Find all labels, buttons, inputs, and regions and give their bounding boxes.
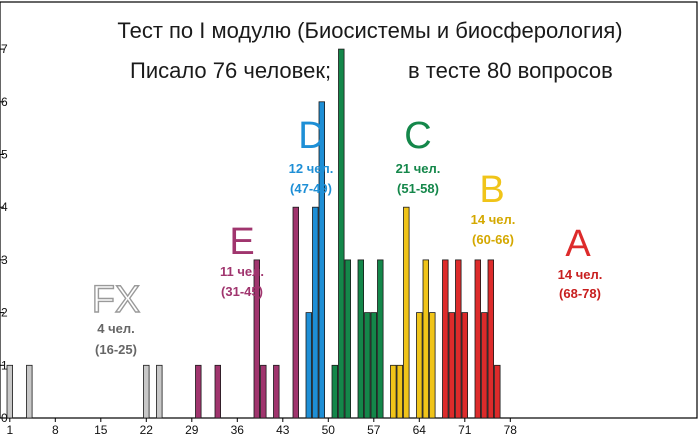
grade-range-c: (51-58) (397, 181, 439, 196)
bar-c-51 (331, 364, 338, 419)
y-tick-label-6: 6 (1, 95, 8, 109)
bar-c-55 (357, 259, 364, 419)
y-tick-label-5: 5 (1, 148, 8, 162)
y-axis-ticks: 0 1 2 3 4 5 6 7 (0, 42, 8, 425)
bar-b-64 (416, 312, 423, 419)
grade-letter-c: C (404, 115, 431, 157)
bar-fx-4 (26, 364, 33, 419)
bar-fx-22 (143, 364, 150, 419)
bar-b-66 (429, 312, 436, 419)
annotation-e: E 11 чел. (31-45) (220, 221, 264, 299)
x-tick-label-71: 71 (458, 423, 472, 437)
bar-fx-1 (6, 364, 13, 419)
grade-letter-b: B (479, 169, 504, 211)
chart-title-line-2a: Писало 76 человек; (130, 58, 331, 83)
grade-letter-d: D (298, 115, 325, 157)
annotation-b: B 14 чел. (60-66) (471, 169, 516, 247)
grade-count-fx: 4 чел. (97, 321, 135, 336)
bar-e-30 (195, 364, 202, 419)
x-tick-label-22: 22 (140, 423, 154, 437)
grade-count-e: 11 чел. (220, 264, 264, 279)
bar-a-70 (455, 259, 462, 419)
chart-title-line-1: Тест по I модулю (Биосистемы и биосферол… (117, 18, 622, 43)
bar-d-47 (305, 312, 312, 419)
bar-e-33 (214, 364, 221, 419)
annotation-d: D 12 чел. (47-49) (289, 115, 334, 196)
bar-d-49 (318, 101, 325, 419)
bar-d-48 (312, 206, 319, 419)
bar-c-58 (377, 259, 384, 419)
bar-e-39 (253, 259, 260, 419)
x-tick-label-64: 64 (413, 423, 427, 437)
bar-b-62 (403, 206, 410, 419)
annotation-a: A 14 чел. (68-78) (558, 223, 603, 301)
x-tick-label-15: 15 (94, 423, 108, 437)
bar-b-65 (422, 259, 429, 419)
x-axis-ticks: 1 8 15 22 29 36 43 50 57 64 71 78 (6, 418, 517, 437)
bar-a-73 (474, 259, 481, 419)
grade-letter-fx: FX (92, 279, 141, 321)
grade-range-d: (47-49) (290, 181, 332, 196)
grade-range-fx: (16-25) (95, 342, 137, 357)
grade-letter-a: A (565, 223, 591, 265)
bar-fx-24 (156, 364, 163, 419)
bars-group (6, 48, 501, 419)
bar-a-76 (494, 364, 501, 419)
grade-letter-e: E (229, 221, 254, 263)
x-tick-label-29: 29 (185, 423, 199, 437)
bar-c-56 (364, 312, 371, 419)
bar-c-52 (338, 48, 345, 419)
grade-count-d: 12 чел. (289, 161, 334, 176)
grade-count-b: 14 чел. (471, 212, 516, 227)
grade-range-b: (60-66) (472, 232, 514, 247)
bar-c-53 (344, 259, 351, 419)
x-tick-label-50: 50 (322, 423, 336, 437)
x-tick-label-36: 36 (231, 423, 245, 437)
y-tick-label-7: 7 (1, 42, 8, 56)
x-tick-label-43: 43 (276, 423, 290, 437)
y-tick-label-4: 4 (1, 200, 8, 214)
bar-b-61 (396, 364, 403, 419)
y-tick-label-2: 2 (1, 306, 8, 320)
grade-range-a: (68-78) (559, 286, 601, 301)
y-tick-label-0: 0 (1, 411, 8, 425)
bar-e-45 (292, 206, 299, 419)
y-tick-label-3: 3 (1, 253, 8, 267)
bar-e-40 (260, 364, 267, 419)
bar-a-74 (481, 312, 488, 419)
bar-a-68 (442, 259, 449, 419)
chart-title-line-2b: в тесте 80 вопросов (408, 58, 613, 83)
x-tick-label-1: 1 (6, 423, 13, 437)
bar-b-60 (390, 364, 397, 419)
y-tick-label-1: 1 (1, 358, 8, 372)
bar-a-75 (487, 259, 494, 419)
annotation-fx: FX 4 чел. (16-25) (91, 278, 141, 357)
grade-count-c: 21 чел. (396, 161, 441, 176)
bar-a-69 (448, 312, 455, 419)
x-tick-label-57: 57 (367, 423, 381, 437)
bar-e-42 (273, 364, 280, 419)
x-tick-label-8: 8 (52, 423, 59, 437)
grade-count-a: 14 чел. (558, 267, 603, 282)
bar-c-57 (370, 312, 377, 419)
bar-a-71 (461, 312, 468, 419)
grade-range-e: (31-45) (221, 284, 263, 299)
annotation-c: C 21 чел. (51-58) (396, 115, 441, 196)
x-tick-label-78: 78 (504, 423, 518, 437)
